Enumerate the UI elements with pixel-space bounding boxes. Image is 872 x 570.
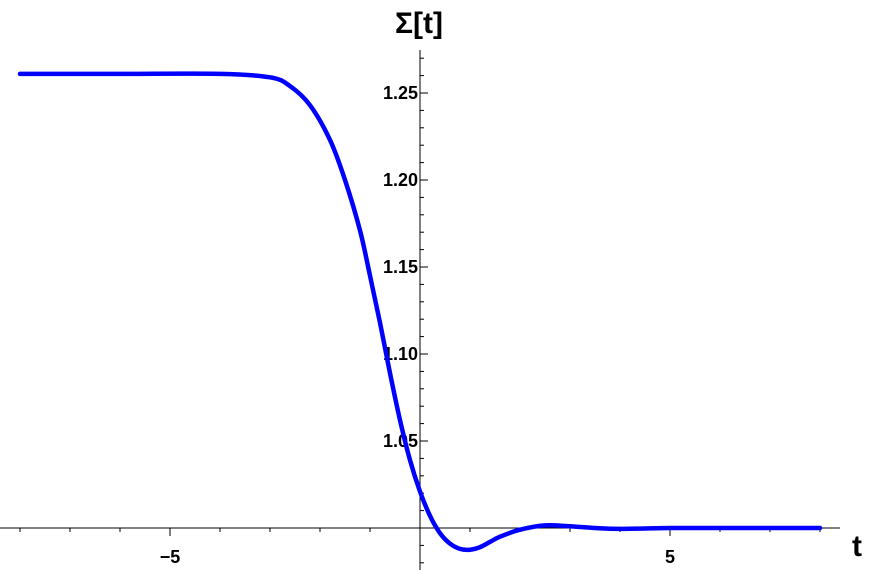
y-tick-label: 1.05 xyxy=(383,431,418,451)
y-tick-label: 1.15 xyxy=(383,257,418,277)
y-axis-ticks: 1.05 1.10 1.15 1.20 1.25 xyxy=(383,57,428,564)
series-layer xyxy=(17,71,823,553)
x-tick-label: 5 xyxy=(665,547,675,567)
y-axis-title: Σ[t] xyxy=(395,7,443,40)
y-axis: 1.05 1.10 1.15 1.20 1.25 Σ[t] xyxy=(383,7,443,570)
x-axis: −5 5 t xyxy=(0,527,862,567)
x-tick-label: −5 xyxy=(160,547,181,567)
y-tick-label: 1.25 xyxy=(383,83,418,103)
y-tick-label: 1.20 xyxy=(383,170,418,190)
y-tick-label: 1.10 xyxy=(383,344,418,364)
x-axis-title: t xyxy=(852,530,862,563)
series-line xyxy=(17,71,823,553)
